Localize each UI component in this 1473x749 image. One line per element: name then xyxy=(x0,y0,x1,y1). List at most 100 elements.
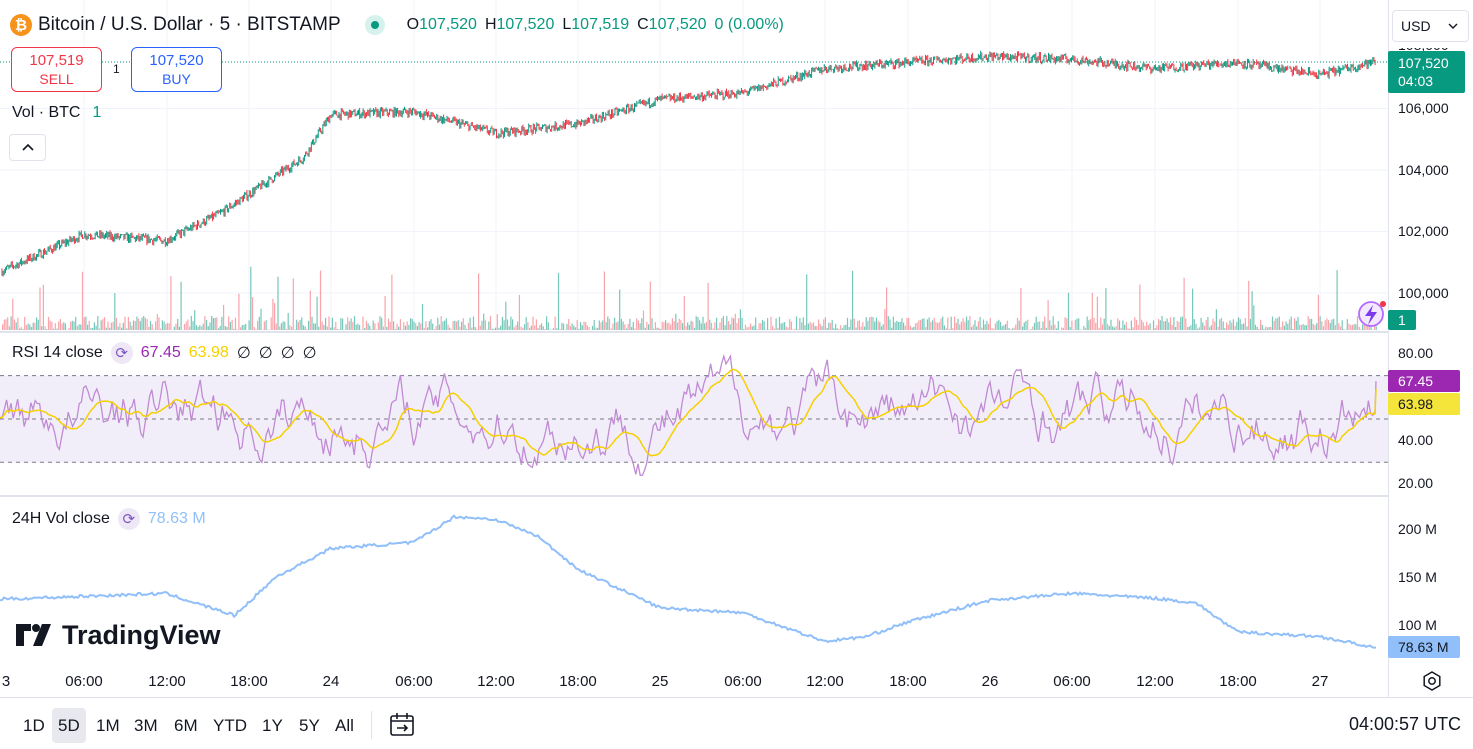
range-button-6m[interactable]: 6M xyxy=(174,715,198,735)
volume-bar xyxy=(736,323,738,330)
currency-label: USD xyxy=(1401,18,1431,34)
volume-bar xyxy=(1044,316,1046,330)
range-button-1d[interactable]: 1D xyxy=(23,715,45,735)
volume-bar xyxy=(920,319,922,330)
volume-bar xyxy=(404,325,407,330)
volume-bar xyxy=(716,317,718,330)
chevron-down-icon xyxy=(1448,23,1458,29)
spark-alert-icon[interactable] xyxy=(1354,298,1388,328)
rsi-chart[interactable] xyxy=(0,333,1388,495)
volume-bar xyxy=(277,276,279,330)
volume-bar xyxy=(945,328,947,330)
vol24-legend[interactable]: 24H Vol close ⟳ 78.63 M xyxy=(12,508,206,530)
volume-bar xyxy=(739,309,741,330)
rsi-legend[interactable]: RSI 14 close ⟳ 67.45 63.98 ∅ ∅ ∅ ∅ xyxy=(12,342,317,364)
range-button-1m[interactable]: 1M xyxy=(96,715,120,735)
time-axis-label: 06:00 xyxy=(65,673,103,690)
range-button-1y[interactable]: 1Y xyxy=(262,715,283,735)
date-range-icon[interactable] xyxy=(388,711,416,739)
collapse-legend-button[interactable] xyxy=(9,134,46,161)
vol24-chart[interactable] xyxy=(0,497,1388,663)
volume-bar xyxy=(194,310,196,330)
buy-button[interactable]: 107,520 BUY xyxy=(131,47,222,92)
price-axis-label: 106,000 xyxy=(1398,100,1449,116)
volume-bar xyxy=(695,316,697,330)
range-button-all[interactable]: All xyxy=(335,715,354,735)
volume-bar xyxy=(714,322,716,330)
volume-bar xyxy=(410,318,412,330)
range-button-ytd[interactable]: YTD xyxy=(213,715,247,735)
volume-bar xyxy=(418,322,420,330)
volume-bar xyxy=(49,320,51,330)
volume-bar xyxy=(274,303,276,330)
volume-bar xyxy=(46,329,48,330)
volume-bar xyxy=(136,316,138,330)
volume-bar xyxy=(1078,318,1080,330)
volume-bar xyxy=(202,323,204,330)
volume-bar xyxy=(556,328,558,330)
volume-bar xyxy=(719,322,721,330)
currency-select[interactable]: USD xyxy=(1392,10,1469,42)
volume-bar xyxy=(540,323,543,330)
volume-bar xyxy=(1152,320,1155,330)
volume-bar xyxy=(476,329,478,330)
tradingview-logo[interactable]: TradingView xyxy=(16,618,221,652)
volume-bar xyxy=(223,304,225,330)
volume-bar xyxy=(554,316,556,330)
refresh-icon[interactable]: ⟳ xyxy=(110,342,133,364)
volume-bar xyxy=(852,270,854,330)
symbol-title[interactable]: Bitcoin / U.S. Dollar · 5 · BITSTAMP xyxy=(38,14,341,35)
volume-bar xyxy=(891,327,893,330)
volume-bar xyxy=(598,320,600,330)
volume-bar xyxy=(189,326,191,330)
volume-bar xyxy=(1311,318,1313,330)
volume-bar xyxy=(206,319,208,330)
volume-bar xyxy=(1271,316,1274,330)
volume-bar xyxy=(93,322,95,330)
bitcoin-icon: ₿ xyxy=(10,14,32,36)
market-open-icon[interactable] xyxy=(364,15,385,35)
sell-button[interactable]: 107,519 SELL xyxy=(11,47,102,92)
pane-separator[interactable] xyxy=(0,331,1388,333)
volume-bar xyxy=(168,323,170,330)
volume-bar xyxy=(940,318,942,330)
volume-bar xyxy=(377,322,379,330)
volume-bar xyxy=(195,325,197,330)
volume-bar xyxy=(639,323,641,330)
volume-bar xyxy=(738,318,740,330)
volume-bar xyxy=(464,324,466,330)
volume-bar xyxy=(1015,324,1017,330)
volume-bar xyxy=(411,319,413,330)
volume-bar xyxy=(1061,327,1063,330)
symbol-header[interactable]: ₿ Bitcoin / U.S. Dollar · 5 · BITSTAMP O… xyxy=(10,12,784,38)
range-button-5y[interactable]: 5Y xyxy=(299,715,320,735)
volume-bar xyxy=(1100,317,1102,330)
volume-bar xyxy=(761,319,764,330)
volume-bar xyxy=(92,327,94,330)
volume-bar xyxy=(867,320,869,330)
utc-clock[interactable]: 04:00:57 UTC xyxy=(1349,714,1462,734)
volume-bar xyxy=(42,284,44,330)
volume-bar xyxy=(666,323,668,330)
range-button-5d[interactable]: 5D xyxy=(52,708,86,743)
last-price-tag[interactable]: 107,520 04:03 xyxy=(1388,51,1465,93)
volume-bar xyxy=(926,319,928,330)
volume-bar xyxy=(204,316,206,330)
time-axis-label: 3 xyxy=(1,673,11,690)
volume-bar xyxy=(1124,324,1126,330)
volume-bar xyxy=(991,327,993,330)
volume-bar xyxy=(1064,317,1066,330)
settings-icon[interactable] xyxy=(1420,669,1444,693)
volume-bar xyxy=(1112,326,1114,330)
volume-legend[interactable]: Vol · BTC 1 xyxy=(12,104,102,121)
pane-separator[interactable] xyxy=(0,495,1388,497)
volume-bar xyxy=(467,322,469,330)
volume-bar xyxy=(1302,324,1304,330)
range-button-3m[interactable]: 3M xyxy=(134,715,158,735)
volume-bar xyxy=(510,316,512,330)
refresh-icon[interactable]: ⟳ xyxy=(117,508,140,530)
volume-bar xyxy=(1268,326,1270,330)
volume-bar xyxy=(1319,316,1321,330)
volume-bar xyxy=(180,281,182,330)
